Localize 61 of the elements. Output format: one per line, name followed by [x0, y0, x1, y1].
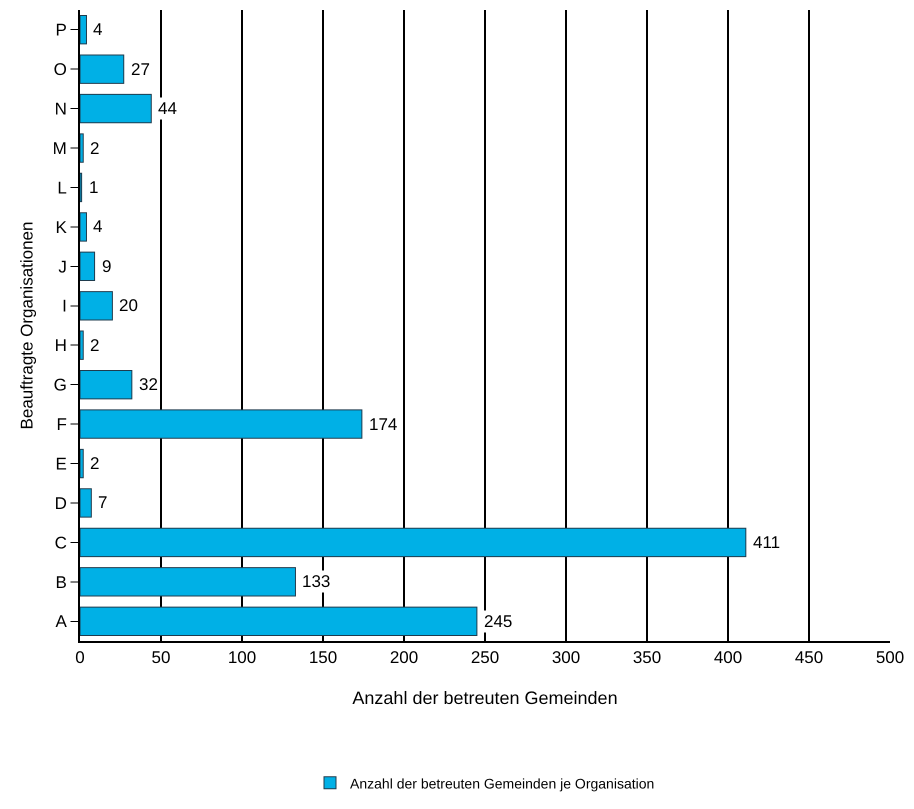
y-tick-label: J [58, 257, 67, 276]
bar [80, 133, 84, 163]
y-tick-label: F [56, 415, 67, 434]
y-tick-label: I [62, 296, 67, 316]
y-tick-label: P [56, 20, 67, 40]
y-tick-label: G [54, 376, 67, 395]
x-tick-label: 500 [876, 648, 904, 668]
data-label: 2 [90, 454, 100, 473]
legend-label: Anzahl der betreuten Gemeinden je Organisation [350, 775, 654, 792]
y-tick-label: K [56, 218, 68, 237]
x-tick-label: 300 [552, 648, 580, 668]
data-label: 133 [302, 572, 330, 591]
y-tick-label: H [54, 336, 67, 356]
y-tick-label: C [54, 533, 67, 552]
data-label: 7 [98, 493, 108, 512]
bar [80, 370, 132, 400]
data-label: 32 [139, 375, 158, 394]
bar [80, 606, 478, 636]
x-tick-label: 100 [228, 648, 256, 668]
bar [80, 252, 96, 282]
bar [80, 567, 296, 597]
bar [80, 409, 362, 439]
x-tick-label: 50 [152, 648, 170, 668]
data-label: 245 [484, 612, 512, 631]
bar [80, 528, 746, 558]
x-tick-label: 250 [470, 648, 500, 668]
y-tick-label: E [56, 454, 67, 474]
bar [80, 15, 87, 44]
data-label: 174 [369, 415, 398, 434]
bar [80, 330, 84, 360]
y-tick-label: D [54, 494, 67, 513]
x-tick-label: 400 [714, 648, 742, 668]
x-tick-label: 450 [794, 648, 824, 668]
y-tick-label: B [56, 572, 67, 592]
y-tick-label: M [52, 138, 67, 158]
x-tick-label: 150 [308, 648, 338, 668]
bar [80, 94, 152, 124]
data-label: 411 [753, 533, 780, 552]
data-label: 27 [131, 60, 150, 79]
data-label: 20 [119, 296, 138, 315]
bar [80, 291, 113, 320]
y-tick-label: L [57, 178, 67, 198]
data-label: 4 [93, 217, 102, 236]
y-axis-title: Beauftragte Organisationen [18, 222, 37, 430]
y-tick-label: A [56, 612, 68, 632]
data-label: 44 [158, 99, 177, 118]
y-tick-label: N [54, 100, 67, 119]
x-axis-title: Anzahl der betreuten Gemeinden [352, 688, 618, 708]
y-tick-label: O [54, 60, 67, 80]
x-tick-label: 350 [632, 648, 662, 668]
data-label: 2 [90, 336, 100, 355]
data-label: 2 [90, 139, 100, 158]
data-label: 9 [102, 257, 112, 276]
x-tick-label: 200 [390, 648, 418, 668]
bar [80, 448, 84, 478]
data-label: 4 [93, 20, 102, 39]
bar [80, 212, 87, 242]
data-label: 1 [89, 178, 98, 197]
x-tick-label: 0 [75, 648, 85, 668]
bar [80, 488, 92, 518]
bar [80, 54, 124, 84]
